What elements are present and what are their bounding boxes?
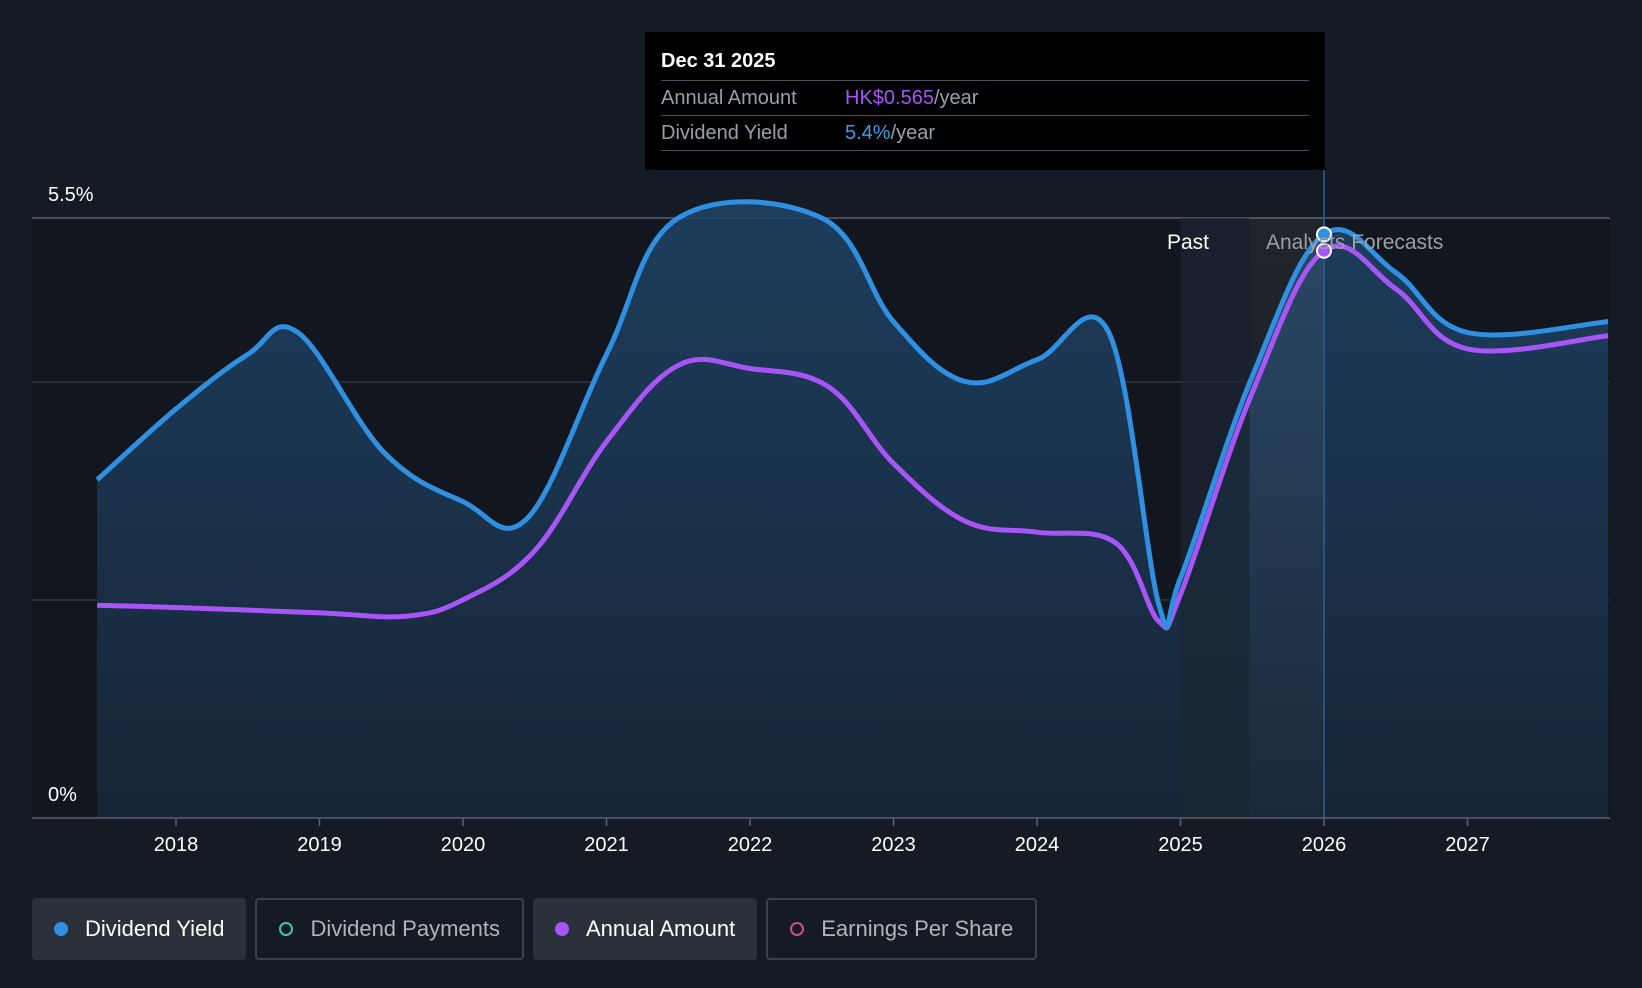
y-axis-min-label: 0% <box>48 784 77 806</box>
dividend-yield-dot-icon <box>54 922 68 936</box>
forecast-band <box>1249 218 1324 818</box>
tooltip-annual-amount-unit: /year <box>933 87 979 109</box>
x-tick-label: 2025 <box>1158 834 1203 856</box>
annual-amount-marker <box>1316 242 1332 259</box>
legend-earnings-per-share-label: Earnings Per Share <box>821 916 1014 941</box>
x-tick-label: 2018 <box>154 834 199 856</box>
dividend-payments-ring-icon <box>279 922 294 936</box>
legend-dividend-yield[interactable]: Dividend Yield <box>32 898 247 960</box>
legend-annual-amount[interactable]: Annual Amount <box>532 898 758 960</box>
x-tick-label: 2024 <box>1015 834 1060 856</box>
legend-dividend-payments-label: Dividend Payments <box>310 916 500 941</box>
x-tick-label: 2019 <box>297 834 342 856</box>
past-band <box>1180 218 1250 818</box>
tooltip-dividend-yield-value: 5.4% <box>845 122 891 144</box>
tooltip-dividend-yield-label: Dividend Yield <box>661 122 788 144</box>
tooltip-row-dividend-yield: Dividend Yield 5.4% /year <box>661 115 1309 151</box>
x-tick-label: 2020 <box>441 834 486 856</box>
tooltip-row-annual-amount: Annual Amount HK$0.565 /year <box>661 80 1309 115</box>
x-tick-label: 2026 <box>1302 834 1347 856</box>
dividend-yield-marker <box>1316 226 1332 243</box>
annual-amount-dot-icon <box>554 922 569 936</box>
tooltip-date: Dec 31 2025 <box>661 50 776 72</box>
legend-dividend-payments[interactable]: Dividend Payments <box>255 898 524 960</box>
tooltip-dividend-yield-unit: /year <box>890 122 936 144</box>
legend-earnings-per-share[interactable]: Earnings Per Share <box>766 898 1038 960</box>
tooltip-annual-amount-label: Annual Amount <box>661 87 797 109</box>
dividend-yield-line <box>95 199 1609 630</box>
legend-annual-amount-label: Annual Amount <box>585 916 736 941</box>
y-axis-max-label: 5.5% <box>48 184 94 206</box>
x-tick-label: 2027 <box>1445 834 1490 856</box>
past-label: Past <box>1167 231 1209 254</box>
x-tick-label: 2021 <box>584 834 629 856</box>
tooltip-annual-amount-value: HK$0.565 <box>845 87 934 109</box>
chart-tooltip: Dec 31 2025 Annual Amount HK$0.565 /year… <box>645 32 1325 170</box>
earnings-per-share-ring-icon <box>790 922 805 936</box>
forecast-label: Analysts Forecasts <box>1266 231 1443 254</box>
x-tick-label: 2022 <box>728 834 773 856</box>
x-tick-label: 2023 <box>871 834 916 856</box>
legend-dividend-yield-label: Dividend Yield <box>85 916 225 941</box>
chart-legend: Dividend Yield Dividend Payments Annual … <box>32 898 1038 960</box>
